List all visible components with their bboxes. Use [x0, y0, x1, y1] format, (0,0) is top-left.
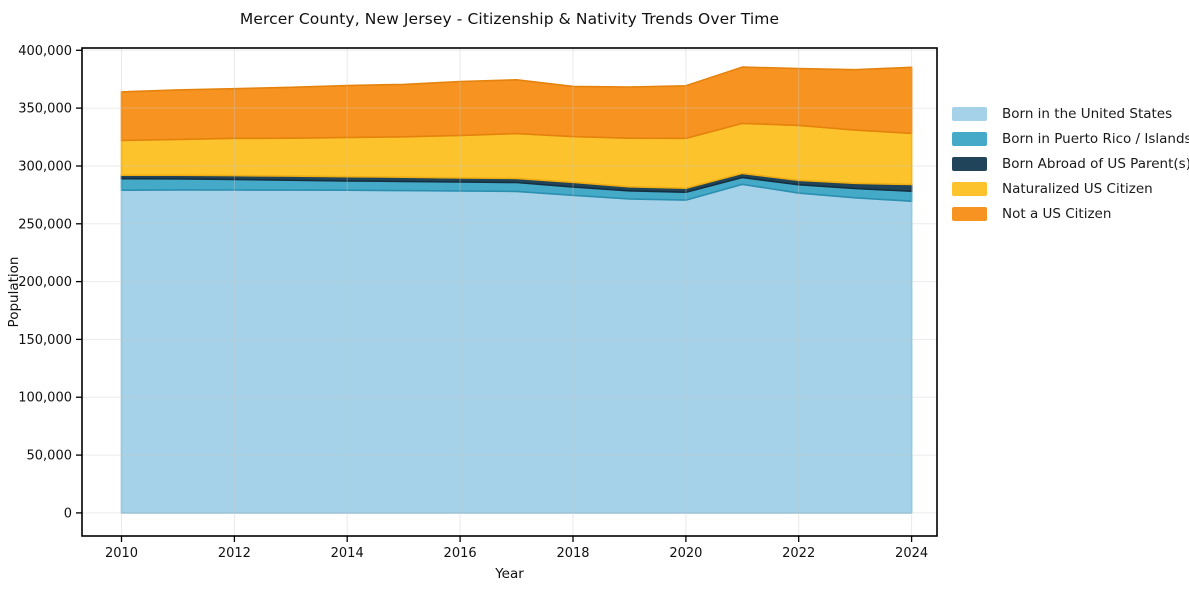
y-tick-label: 150,000: [18, 333, 72, 348]
legend-swatch-born-abroad-us-parents: [952, 157, 987, 171]
legend-item-born-puerto-rico-islands: Born in Puerto Rico / Islands: [952, 131, 1189, 147]
x-axis-label: Year: [495, 566, 524, 582]
legend-item-naturalized-citizen: Naturalized US Citizen: [952, 181, 1189, 197]
legend-swatch-naturalized-citizen: [952, 182, 987, 196]
chart-title: Mercer County, New Jersey - Citizenship …: [239, 10, 780, 28]
plot-frame: [81, 47, 938, 537]
x-tick-label: 2012: [218, 546, 251, 561]
y-tick-label: 0: [64, 506, 72, 521]
y-tick-label: 250,000: [18, 217, 72, 232]
legend-swatch-not-us-citizen: [952, 207, 987, 221]
legend-item-born-abroad-us-parents: Born Abroad of US Parent(s): [952, 156, 1189, 172]
area-not-us-citizen: [120, 66, 913, 142]
x-tick-label: 2016: [444, 546, 477, 561]
y-tick-label: 400,000: [18, 44, 72, 59]
legend-label-born-abroad-us-parents: Born Abroad of US Parent(s): [1002, 156, 1189, 172]
y-tick-label: 100,000: [18, 391, 72, 406]
y-tick-label: 200,000: [18, 275, 72, 290]
legend-label-born-in-us: Born in the United States: [1002, 106, 1173, 122]
legend-label-not-us-citizen: Not a US Citizen: [1002, 206, 1112, 222]
x-tick-label: 2020: [669, 546, 702, 561]
legend-item-born-in-us: Born in the United States: [952, 106, 1189, 122]
x-tick-label: 2014: [331, 546, 364, 561]
area-born-in-us: [120, 183, 913, 514]
legend: Born in the United States Born in Puerto …: [952, 106, 1189, 232]
y-tick-label: 350,000: [18, 102, 72, 117]
x-tick-label: 2010: [105, 546, 138, 561]
legend-swatch-born-in-us: [952, 107, 987, 121]
x-tick-label: 2022: [782, 546, 815, 561]
legend-label-naturalized-citizen: Naturalized US Citizen: [1002, 181, 1153, 197]
x-tick-label: 2018: [556, 546, 589, 561]
legend-label-born-puerto-rico-islands: Born in Puerto Rico / Islands: [1002, 131, 1189, 147]
y-tick-label: 300,000: [18, 160, 72, 175]
legend-item-not-us-citizen: Not a US Citizen: [952, 206, 1189, 222]
y-tick-label: 50,000: [27, 449, 73, 464]
x-tick-label: 2024: [895, 546, 928, 561]
y-axis-label: Population: [6, 256, 22, 328]
legend-swatch-born-puerto-rico-islands: [952, 132, 987, 146]
